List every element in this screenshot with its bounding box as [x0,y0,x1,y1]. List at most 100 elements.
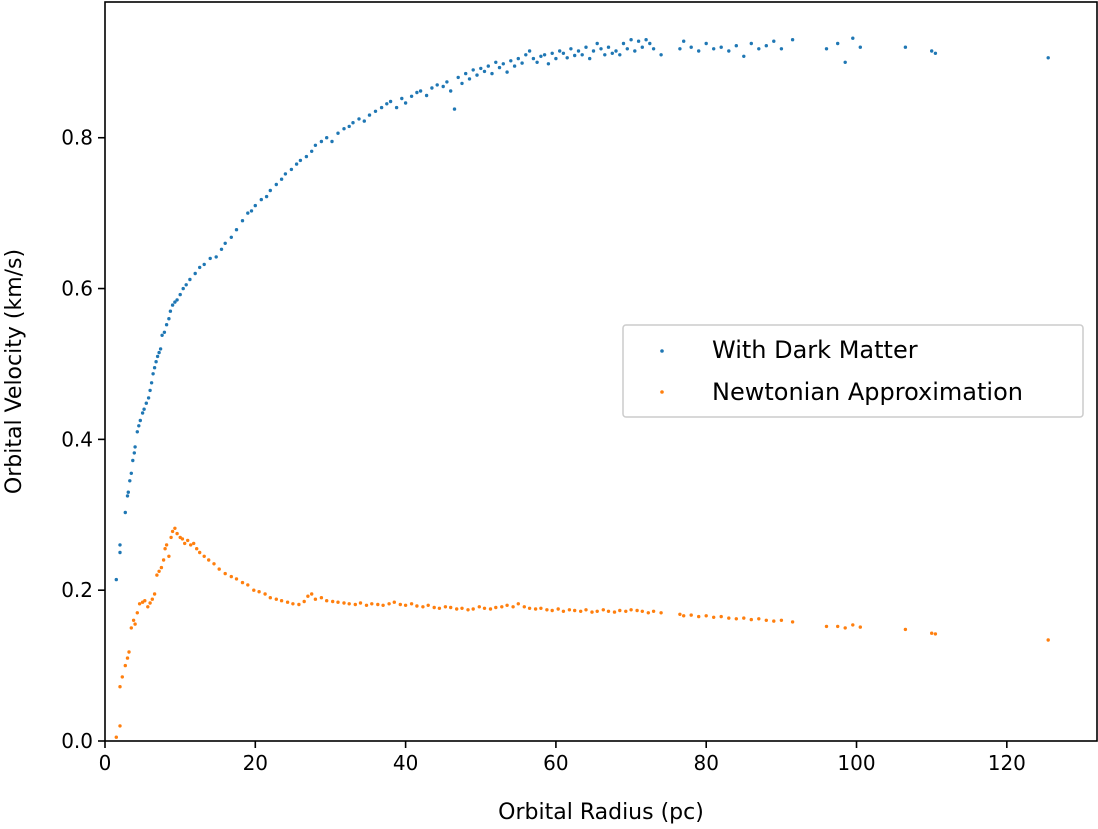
x-tick-label: 100 [837,751,875,775]
data-point [142,407,146,411]
data-point [297,602,301,607]
data-point [565,56,569,60]
data-point [178,292,182,297]
data-point [612,610,617,614]
data-point [415,90,419,95]
data-point [421,605,425,609]
data-point [772,39,776,43]
data-point [550,608,554,613]
data-point [618,608,622,613]
data-point [207,558,211,562]
legend-marker-newtonian [660,390,664,394]
data-point [193,271,197,276]
data-point [164,543,169,547]
data-point [449,89,453,93]
data-point [790,620,795,624]
data-point [824,47,829,51]
data-point [302,599,306,604]
data-point [274,597,278,601]
data-point [310,149,314,153]
data-point [387,602,391,606]
data-point [648,41,652,46]
data-point [580,53,584,57]
data-point [456,75,460,80]
data-point [475,73,479,77]
data-point [644,38,648,42]
data-point [409,602,414,606]
data-point [319,139,324,144]
data-point [452,107,457,111]
data-point [432,605,436,610]
data-point [697,614,701,619]
data-point [170,303,175,307]
data-point [621,41,626,46]
data-point [610,51,614,55]
data-point [466,608,470,612]
data-point [554,56,558,61]
data-point [285,600,290,604]
data-point [930,49,934,53]
data-point [415,604,419,608]
data-point [836,41,840,46]
data-point [148,601,152,605]
data-point [257,590,261,594]
data-point [501,62,505,66]
data-point [306,594,310,598]
data-point [749,617,753,622]
data-point [633,49,637,53]
data-point [482,606,487,610]
legend: With Dark Matter Newtonian Approximation [622,324,1084,418]
data-point [764,618,768,622]
data-point [1046,56,1050,60]
data-point [689,45,693,49]
data-point [531,56,536,61]
data-point [146,605,150,609]
data-point [539,54,543,58]
data-point [933,51,938,55]
data-point [289,167,294,172]
data-point [595,609,599,613]
data-point [137,602,142,606]
data-point [217,567,221,571]
data-point [727,49,731,53]
data-point [494,60,498,64]
legend-label-newtonian: Newtonian Approximation [712,378,1023,406]
data-point [843,60,847,64]
data-point [445,80,449,84]
data-point [125,494,130,498]
data-point [249,209,254,213]
data-point [370,602,374,606]
y-axis-label: Orbital Velocity (km/s) [2,249,27,494]
x-tick-label: 0 [99,751,112,775]
data-point [240,580,245,585]
data-point [118,543,122,547]
data-point [376,602,380,607]
data-point [263,592,267,596]
x-tick-label: 40 [393,751,418,775]
data-point [133,445,137,449]
data-point [625,47,629,51]
data-point [264,194,269,199]
data-point [126,490,130,494]
data-point [155,354,160,359]
data-point [234,228,239,232]
data-point [234,577,239,581]
data-point [659,611,663,615]
data-point [125,656,130,660]
series-1 [114,526,1050,739]
data-point [336,131,340,135]
data-point [118,685,122,689]
data-point [569,47,573,51]
data-point [678,612,682,616]
data-point [584,45,588,49]
data-point [129,471,133,475]
data-point [636,39,641,43]
data-point [331,599,335,604]
data-point [511,605,515,609]
data-point [138,418,142,423]
data-point [195,547,199,551]
data-point [561,51,566,55]
data-point [189,543,193,547]
data-point [274,182,278,187]
data-point [268,188,272,193]
